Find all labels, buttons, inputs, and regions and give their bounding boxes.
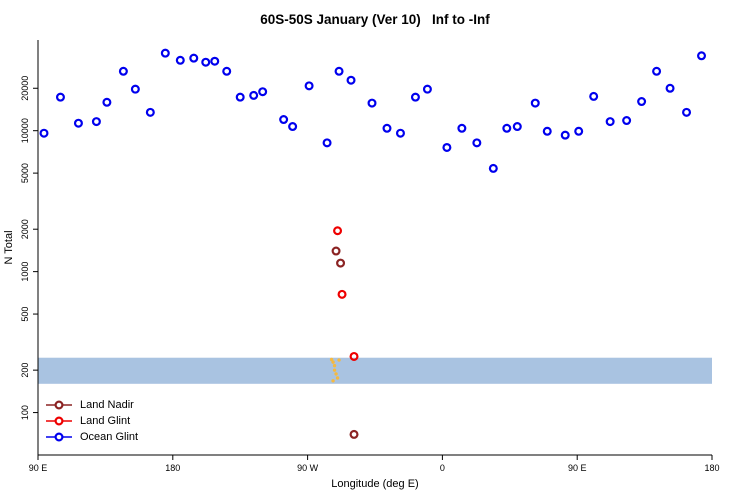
data-point — [145, 107, 155, 117]
data-point — [472, 138, 482, 148]
svg-text:90 E: 90 E — [29, 463, 48, 473]
svg-text:20000: 20000 — [20, 76, 30, 101]
data-point — [652, 66, 662, 76]
data-point — [410, 92, 420, 102]
data-point — [73, 118, 83, 128]
data-point — [502, 123, 512, 133]
data-point — [336, 258, 346, 268]
data-point — [488, 163, 498, 173]
data-point — [334, 66, 344, 76]
data-point — [665, 83, 675, 93]
data-point — [530, 98, 540, 108]
svg-text:200: 200 — [20, 363, 30, 378]
data-point — [118, 66, 128, 76]
data-point — [279, 115, 289, 125]
data-point — [337, 358, 341, 362]
data-point — [304, 81, 314, 91]
legend-item-ocean-glint: Ocean Glint — [44, 429, 138, 445]
data-point — [697, 51, 707, 61]
svg-text:180: 180 — [704, 463, 719, 473]
data-point — [249, 90, 259, 100]
data-point — [382, 123, 392, 133]
legend-item-land-glint: Land Glint — [44, 413, 138, 429]
data-point — [457, 123, 467, 133]
data-point — [346, 75, 356, 85]
svg-text:1000: 1000 — [20, 262, 30, 282]
data-point — [222, 66, 232, 76]
data-point — [333, 226, 343, 236]
svg-text:10000: 10000 — [20, 118, 30, 143]
data-point — [367, 98, 377, 108]
svg-text:180: 180 — [165, 463, 180, 473]
data-point — [605, 117, 615, 127]
legend-label-ocean-glint: Ocean Glint — [80, 431, 139, 443]
data-point — [622, 116, 632, 126]
data-point — [210, 56, 220, 66]
data-point — [175, 55, 185, 65]
data-point — [332, 364, 337, 368]
data-point — [130, 84, 140, 94]
data-point — [39, 128, 49, 138]
land-glint-marker-icon — [46, 416, 72, 426]
data-point — [322, 138, 332, 148]
svg-text:5000: 5000 — [20, 163, 30, 183]
data-point — [332, 368, 337, 372]
y-axis-label: N Total — [3, 230, 15, 264]
legend-label-land-glint: Land Glint — [80, 415, 131, 427]
svg-text:2000: 2000 — [20, 219, 30, 239]
land-nadir-marker-icon — [46, 400, 72, 410]
svg-text:90 E: 90 E — [568, 463, 587, 473]
data-point — [637, 97, 647, 107]
data-point — [331, 246, 341, 256]
data-point — [55, 92, 65, 102]
data-point — [542, 126, 552, 136]
data-point — [201, 57, 211, 67]
svg-text:100: 100 — [20, 405, 30, 420]
chart-title: 60S-50S January (Ver 10) Inf to -Inf — [260, 12, 490, 27]
data-point — [337, 289, 347, 299]
data-point — [331, 379, 335, 383]
data-point — [442, 142, 452, 152]
svg-text:90 W: 90 W — [297, 463, 319, 473]
data-point — [589, 91, 599, 101]
data-point — [288, 122, 298, 132]
data-point — [395, 128, 405, 138]
data-point — [235, 92, 245, 102]
data-point — [331, 360, 335, 364]
svg-text:0: 0 — [440, 463, 445, 473]
data-point — [160, 48, 170, 58]
svg-text:500: 500 — [20, 307, 30, 322]
data-point — [335, 376, 340, 380]
data-point — [329, 357, 334, 362]
data-point — [102, 97, 112, 107]
data-point — [91, 117, 101, 127]
data-point — [334, 372, 338, 376]
legend-label-land-nadir: Land Nadir — [80, 399, 134, 411]
legend: Land Nadir Land Glint Ocean Glint — [44, 397, 138, 445]
data-point — [258, 87, 268, 97]
data-point — [349, 351, 359, 361]
data-point — [189, 53, 199, 63]
legend-item-land-nadir: Land Nadir — [44, 397, 138, 413]
data-point — [682, 107, 692, 117]
data-point — [574, 126, 584, 136]
highlight-band — [38, 357, 712, 384]
data-point — [560, 130, 570, 140]
data-point — [349, 429, 359, 439]
data-point — [422, 84, 432, 94]
data-point — [512, 122, 522, 132]
ocean-glint-marker-icon — [46, 432, 72, 442]
x-axis-label: Longitude (deg E) — [331, 478, 418, 490]
